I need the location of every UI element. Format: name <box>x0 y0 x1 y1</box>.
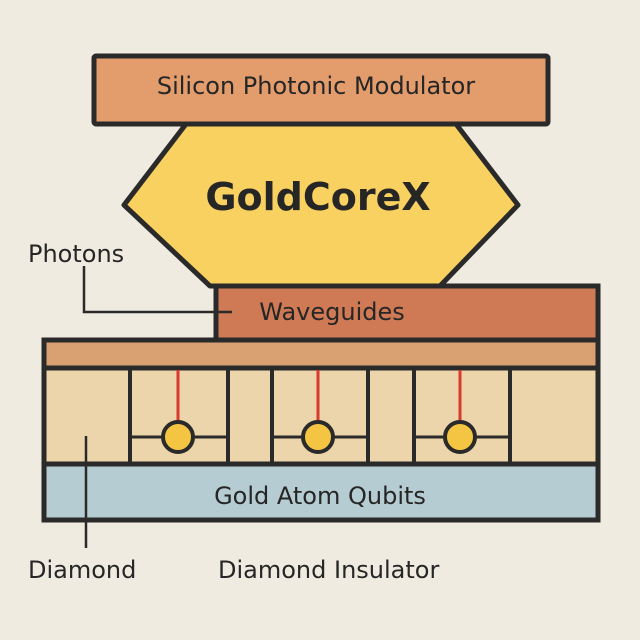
photons-callout: Photons <box>28 240 125 268</box>
diamond-insulator-callout: Diamond Insulator <box>218 556 440 584</box>
qubit-dot <box>301 420 335 454</box>
substrate-band <box>41 337 601 371</box>
column-dividers <box>128 368 512 464</box>
core-label: GoldCoreX <box>205 175 431 219</box>
qubit-layer-label: Gold Atom Qubits <box>214 482 426 510</box>
modulator-label: Silicon Photonic Modulator <box>156 72 476 100</box>
qubit-layer <box>41 461 601 523</box>
photons-leader-line <box>82 266 232 314</box>
qubit-dots <box>161 420 477 454</box>
qubit-dot <box>161 420 195 454</box>
qubit-dot <box>443 420 477 454</box>
waveguides-label: Waveguides <box>259 298 405 326</box>
qubit-connectors <box>176 370 462 422</box>
diamond-callout: Diamond <box>28 556 137 584</box>
